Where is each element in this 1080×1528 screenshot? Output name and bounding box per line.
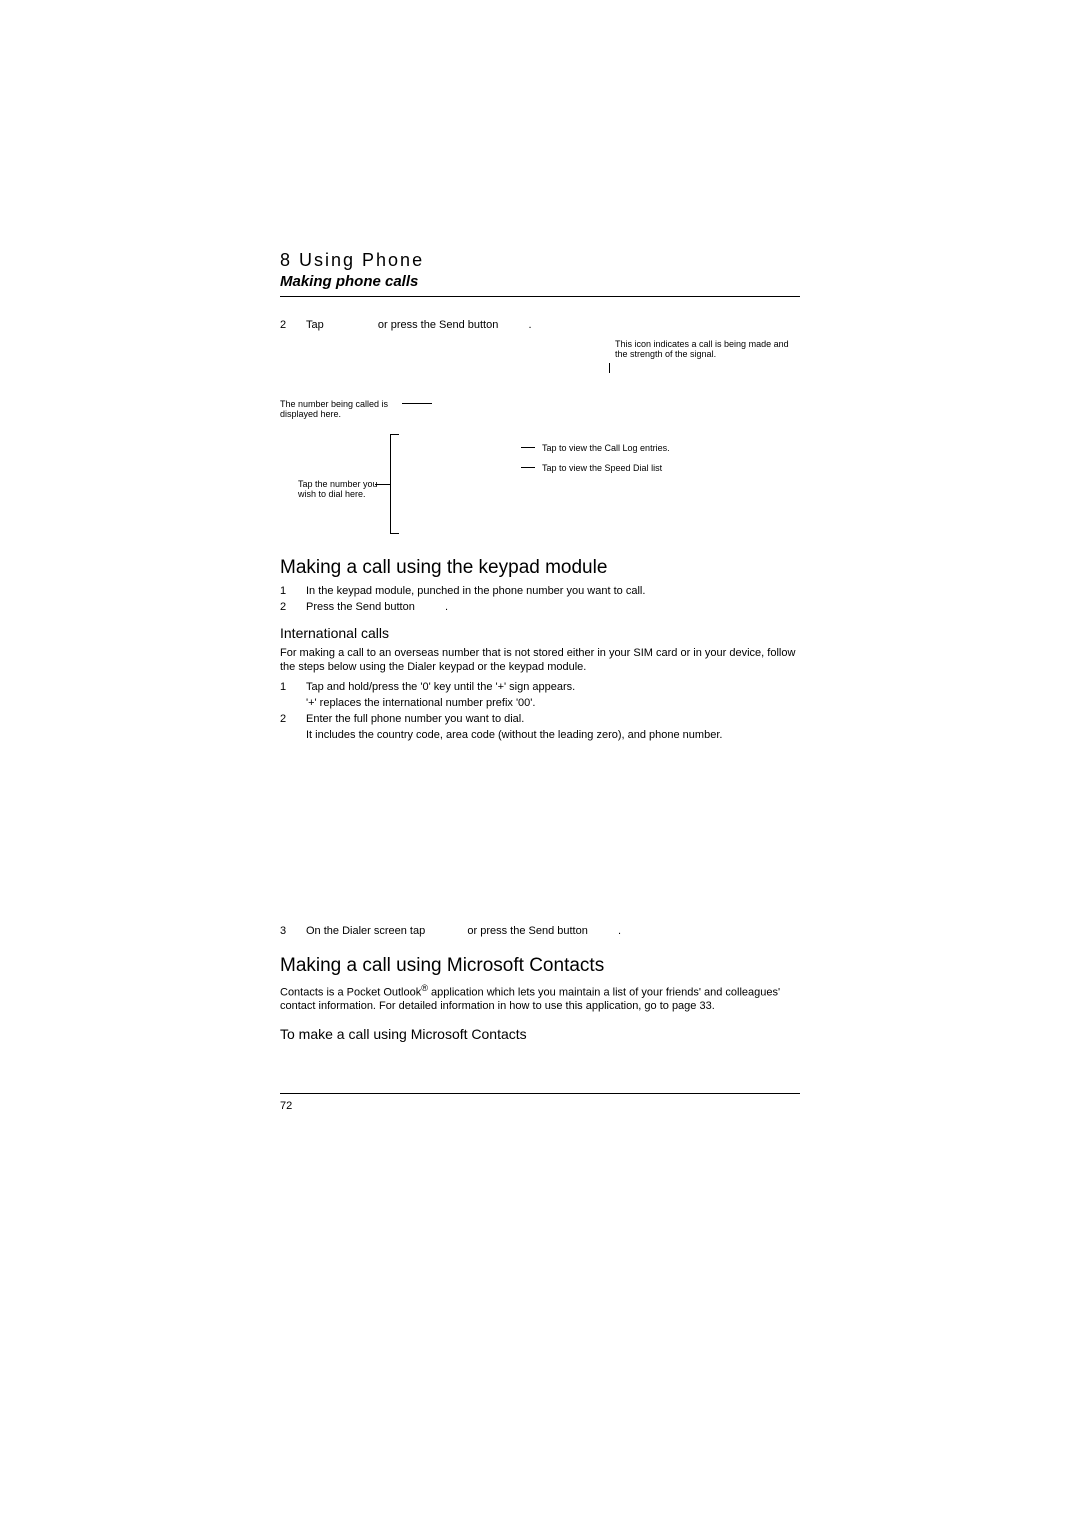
callout-keypad-bracket [390,434,391,534]
step-number: 3 [280,925,306,937]
intl-step-3: 3 On the Dialer screen tap or press the … [280,925,800,937]
heading-keypad-module: Making a call using the keypad module [280,557,800,579]
press-send-period: . [445,601,448,613]
step-text: Tap and hold/press the '0' key until the… [306,681,800,709]
callout-signal-icon: This icon indicates a call is being made… [615,339,800,360]
contacts-body: Contacts is a Pocket Outlook® applicatio… [280,983,800,1014]
intl-step2-sub: It includes the country code, area code … [306,729,800,741]
step-tap-word: Tap [306,319,324,331]
footer-rule [280,1093,800,1094]
heading-contacts-howto: To make a call using Microsoft Contacts [280,1026,800,1042]
callout-number-display: The number being called is displayed her… [280,399,400,420]
step-number: 2 [280,601,306,613]
header-rule [280,296,800,297]
dialer-diagram: This icon indicates a call is being made… [280,339,800,539]
contacts-body-a: Contacts is a Pocket Outlook [280,986,421,998]
step-text: Press the Send button . [306,601,800,613]
intl-step-1: 1 Tap and hold/press the '0' key until t… [280,681,800,709]
reg-mark: ® [421,983,428,993]
callout-call-log: Tap to view the Call Log entries. [542,443,800,453]
step-number: 2 [280,319,306,331]
step-number: 1 [280,585,306,597]
chapter-heading: 8 Using Phone [280,250,800,271]
page-footer: 72 [280,1075,800,1112]
intl-step-2: 2 Enter the full phone number you want t… [280,713,800,741]
step-text: In the keypad module, punched in the pho… [306,585,800,597]
press-send-text: Press the Send button [306,601,415,613]
intl-step3-c: . [618,925,621,937]
keypad-step-2: 2 Press the Send button . [280,601,800,613]
callout-keypad: Tap the number you wish to dial here. [298,479,388,500]
intl-step3-a: On the Dialer screen tap [306,925,425,937]
heading-ms-contacts: Making a call using Microsoft Contacts [280,955,800,977]
step-text: On the Dialer screen tap or press the Se… [306,925,800,937]
callout-speed-dial: Tap to view the Speed Dial list [542,463,800,473]
step-press-send: or press the Send button [378,319,498,331]
page-number: 72 [280,1100,800,1112]
intl-step1-sub: '+' replaces the international number pr… [306,697,800,709]
step-text: Enter the full phone number you want to … [306,713,800,741]
chapter-subtitle: Making phone calls [280,273,800,290]
intl-step3-b: or press the Send button [467,925,587,937]
heading-international: International calls [280,625,800,641]
step-number: 2 [280,713,306,741]
step-period: . [528,319,531,331]
callout-signal-tick [609,363,610,373]
callout-calllog-lead [521,447,535,448]
callout-number-lead [402,403,432,404]
callout-speeddial-lead [521,467,535,468]
step-text: Tap or press the Send button . [306,319,800,331]
step-tap-send: 2 Tap or press the Send button . [280,319,800,331]
intl-intro: For making a call to an overseas number … [280,647,800,675]
document-page: 8 Using Phone Making phone calls 2 Tap o… [0,0,1080,1528]
intl-step1-text: Tap and hold/press the '0' key until the… [306,681,575,693]
second-figure-placeholder [280,745,800,925]
intl-step2-text: Enter the full phone number you want to … [306,713,524,725]
step-number: 1 [280,681,306,709]
keypad-step-1: 1 In the keypad module, punched in the p… [280,585,800,597]
